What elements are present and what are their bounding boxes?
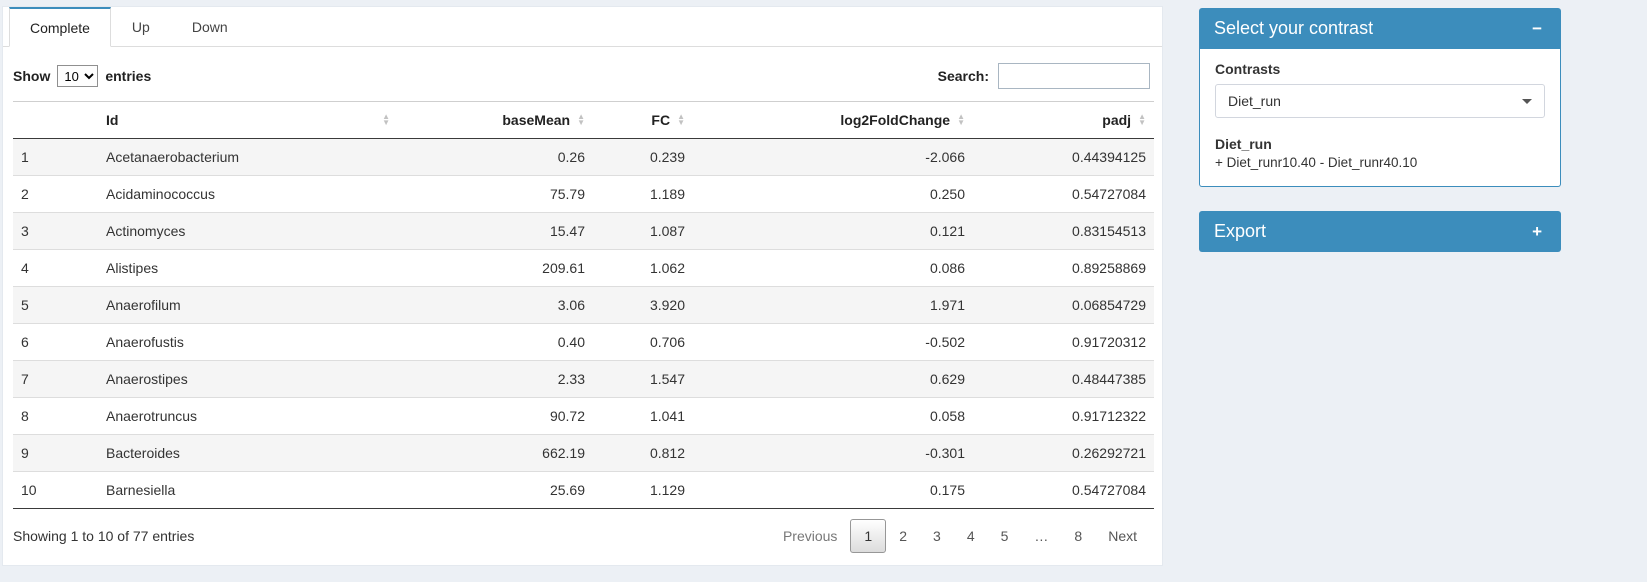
contrast-detail: Diet_run + Diet_runr10.40 - Diet_runr40.…: [1215, 136, 1545, 170]
contrast-box-body: Contrasts Diet_run Diet_run + Diet_runr1…: [1199, 49, 1561, 187]
table-row[interactable]: 1 Acetanaerobacterium 0.26 0.239 -2.066 …: [13, 138, 1154, 176]
contrast-detail-formula: + Diet_runr10.40 - Diet_runr40.10: [1215, 155, 1418, 170]
pagination-page-3[interactable]: 3: [933, 528, 941, 544]
results-card: Complete Up Down Show 10 entries Search:: [2, 6, 1163, 566]
sort-icon: ▲ ▼: [1138, 112, 1146, 127]
pagination-ellipsis: …: [1034, 528, 1049, 544]
col-header-fc[interactable]: FC ▲ ▼: [593, 101, 693, 139]
contrast-box: Select your contrast − Contrasts Diet_ru…: [1199, 8, 1561, 187]
entries-label: entries: [105, 68, 152, 84]
tab-complete[interactable]: Complete: [9, 7, 111, 47]
sort-icon: ▲ ▼: [677, 112, 685, 127]
sort-icon: ▲ ▼: [577, 112, 585, 127]
table-row[interactable]: 10 Barnesiella 25.69 1.129 0.175 0.54727…: [13, 471, 1154, 509]
page-length-control: Show 10 entries: [13, 65, 151, 87]
page: Complete Up Down Show 10 entries Search:: [2, 6, 1561, 566]
contrast-box-header[interactable]: Select your contrast −: [1199, 8, 1561, 49]
table-row[interactable]: 8 Anaerotruncus 90.72 1.041 0.058 0.9171…: [13, 397, 1154, 435]
pagination-page-8[interactable]: 8: [1074, 528, 1083, 544]
col-header-log2foldchange[interactable]: log2FoldChange ▲ ▼: [693, 101, 973, 139]
export-box-header[interactable]: Export +: [1199, 211, 1561, 252]
contrasts-label: Contrasts: [1215, 61, 1281, 77]
contrast-detail-title: Diet_run: [1215, 136, 1272, 152]
pagination-page-5[interactable]: 5: [1000, 528, 1009, 544]
pagination-next[interactable]: Next: [1108, 528, 1137, 544]
pagination: Previous 1 2 3 4 5 … 8 Next: [770, 519, 1150, 553]
table-row[interactable]: 9 Bacteroides 662.19 0.812 -0.301 0.2629…: [13, 434, 1154, 472]
col-header-basemean[interactable]: baseMean ▲ ▼: [398, 101, 593, 139]
sort-icon: ▲ ▼: [382, 112, 390, 127]
caret-down-icon: [1522, 98, 1532, 104]
page-length-select[interactable]: 10: [57, 65, 99, 87]
search-control: Search:: [938, 63, 1150, 89]
sort-icon: ▲ ▼: [957, 112, 965, 127]
col-header-padj[interactable]: padj ▲ ▼: [973, 101, 1154, 139]
pagination-previous[interactable]: Previous: [782, 528, 838, 544]
table-row[interactable]: 3 Actinomyces 15.47 1.087 0.121 0.831545…: [13, 212, 1154, 250]
table-row[interactable]: 5 Anaerofilum 3.06 3.920 1.971 0.0685472…: [13, 286, 1154, 324]
collapse-minus-icon[interactable]: −: [1532, 19, 1542, 38]
contrast-select[interactable]: Diet_run: [1215, 84, 1545, 118]
search-input[interactable]: [998, 63, 1150, 89]
pagination-page-2[interactable]: 2: [899, 528, 908, 544]
results-tabs: Complete Up Down: [3, 7, 1162, 47]
show-label: Show: [13, 68, 51, 84]
table-footer: Showing 1 to 10 of 77 entries Previous 1…: [3, 509, 1162, 565]
table-info: Showing 1 to 10 of 77 entries: [13, 528, 195, 544]
results-table: Id ▲ ▼ baseMean ▲ ▼ FC ▲ ▼: [13, 101, 1154, 509]
table-controls: Show 10 entries Search:: [3, 47, 1162, 101]
contrast-box-title: Select your contrast: [1214, 18, 1374, 38]
export-box-title: Export: [1214, 221, 1267, 241]
contrast-select-value: Diet_run: [1228, 93, 1281, 109]
pagination-page-4[interactable]: 4: [966, 528, 975, 544]
table-row[interactable]: 7 Anaerostipes 2.33 1.547 0.629 0.484473…: [13, 360, 1154, 398]
export-box: Export +: [1199, 211, 1561, 252]
table-row[interactable]: 6 Anaerofustis 0.40 0.706 -0.502 0.91720…: [13, 323, 1154, 361]
search-label: Search:: [937, 68, 989, 84]
tab-up[interactable]: Up: [131, 19, 150, 35]
row-index-header: [13, 101, 98, 139]
expand-plus-icon[interactable]: +: [1532, 222, 1542, 241]
tab-down[interactable]: Down: [191, 19, 228, 35]
table-row[interactable]: 4 Alistipes 209.61 1.062 0.086 0.8925886…: [13, 249, 1154, 287]
table-row[interactable]: 2 Acidaminococcus 75.79 1.189 0.250 0.54…: [13, 175, 1154, 213]
table-header-row: Id ▲ ▼ baseMean ▲ ▼ FC ▲ ▼: [13, 101, 1154, 139]
pagination-page-1[interactable]: 1: [850, 519, 887, 553]
sidebar: Select your contrast − Contrasts Diet_ru…: [1199, 6, 1561, 276]
col-header-id[interactable]: Id ▲ ▼: [98, 101, 398, 139]
